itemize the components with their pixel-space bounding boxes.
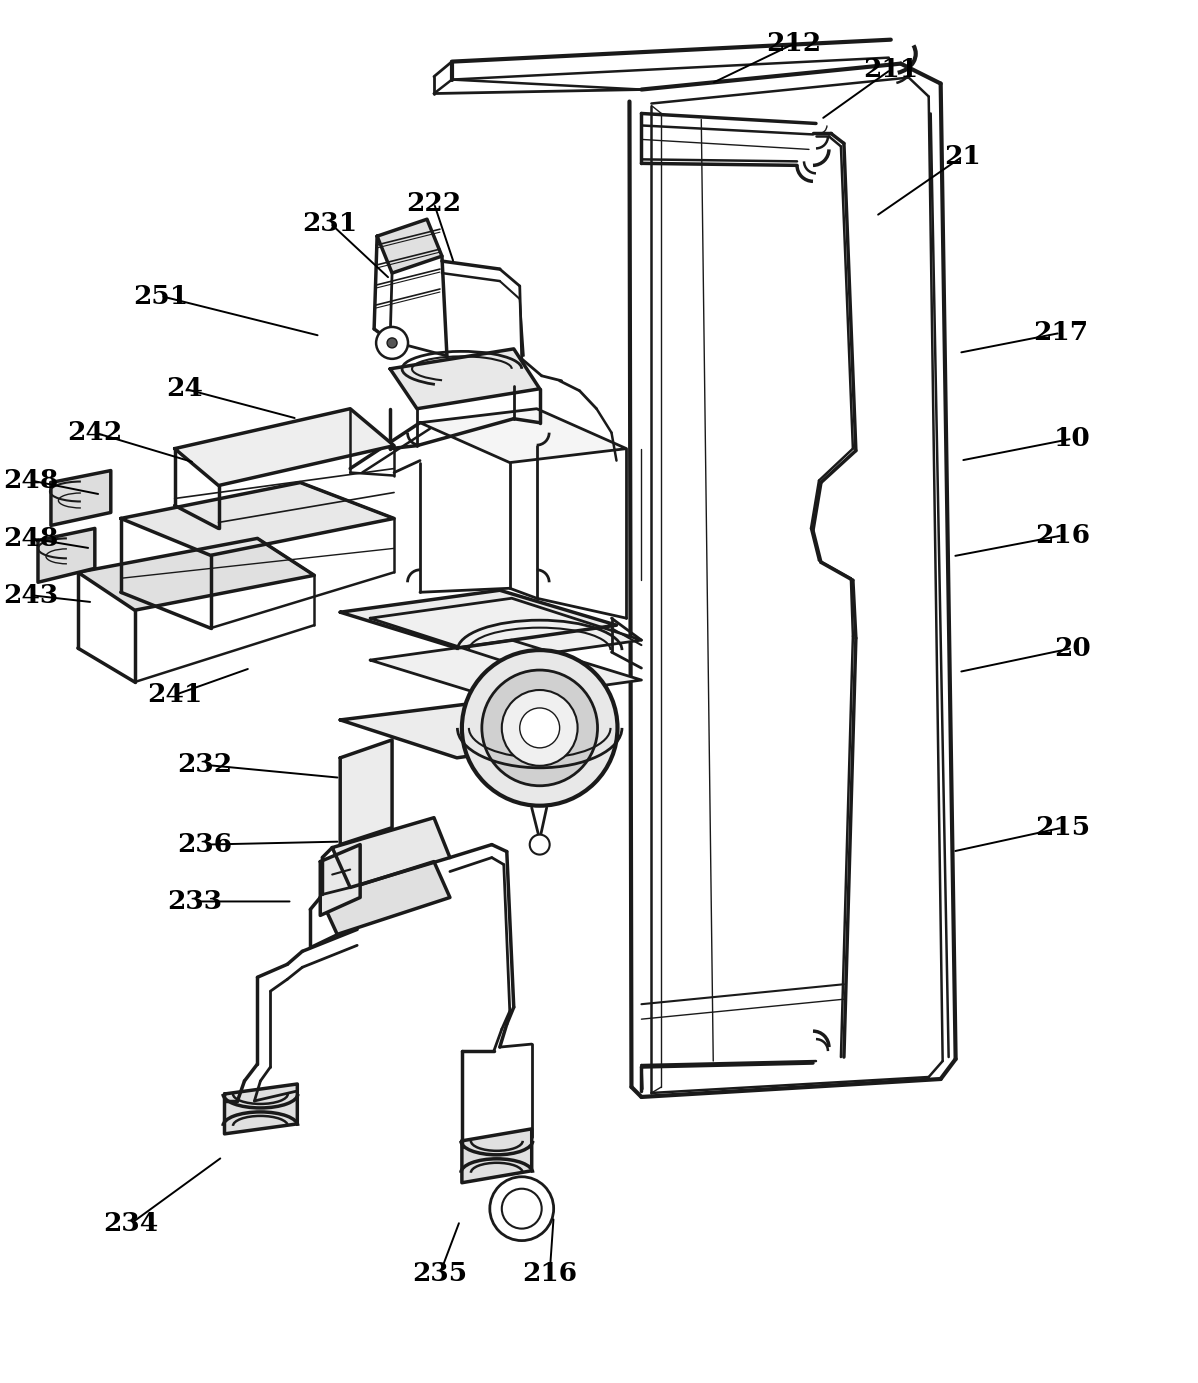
Text: 10: 10	[1054, 426, 1090, 451]
Text: 211: 211	[864, 57, 919, 82]
Circle shape	[376, 326, 409, 358]
Text: 233: 233	[167, 889, 222, 914]
Text: 248: 248	[4, 467, 59, 494]
Polygon shape	[52, 470, 110, 526]
Circle shape	[482, 669, 598, 786]
Text: 217: 217	[1033, 321, 1088, 346]
Circle shape	[520, 708, 559, 748]
Polygon shape	[370, 640, 641, 700]
Circle shape	[462, 650, 617, 806]
Text: 216: 216	[522, 1261, 577, 1286]
Polygon shape	[78, 538, 314, 610]
Circle shape	[387, 337, 397, 349]
Polygon shape	[377, 220, 442, 272]
Polygon shape	[340, 591, 617, 649]
Polygon shape	[462, 1129, 532, 1182]
Polygon shape	[340, 700, 617, 758]
Polygon shape	[391, 349, 539, 409]
Text: 215: 215	[1035, 815, 1090, 839]
Polygon shape	[175, 409, 394, 485]
Circle shape	[502, 690, 577, 766]
Text: 241: 241	[147, 682, 202, 708]
Polygon shape	[121, 483, 394, 556]
Circle shape	[530, 834, 550, 855]
Text: 24: 24	[167, 376, 202, 401]
Text: 236: 236	[177, 833, 232, 857]
Polygon shape	[332, 817, 450, 888]
Text: 232: 232	[177, 752, 232, 777]
Polygon shape	[420, 409, 627, 462]
Text: 243: 243	[4, 582, 59, 607]
Text: 251: 251	[133, 284, 188, 308]
Text: 21: 21	[944, 144, 981, 169]
Circle shape	[490, 1177, 553, 1241]
Text: 20: 20	[1054, 636, 1090, 661]
Polygon shape	[38, 528, 95, 582]
Text: 242: 242	[67, 420, 122, 445]
Text: 212: 212	[767, 32, 822, 57]
Polygon shape	[320, 862, 450, 935]
Text: 234: 234	[103, 1212, 158, 1236]
Text: 248: 248	[4, 526, 59, 550]
Text: 222: 222	[406, 191, 461, 216]
Polygon shape	[320, 845, 361, 916]
Text: 216: 216	[1035, 523, 1090, 548]
Text: 231: 231	[303, 210, 358, 235]
Polygon shape	[340, 740, 392, 845]
Text: 235: 235	[412, 1261, 467, 1286]
Polygon shape	[370, 599, 641, 660]
Polygon shape	[224, 1084, 297, 1134]
